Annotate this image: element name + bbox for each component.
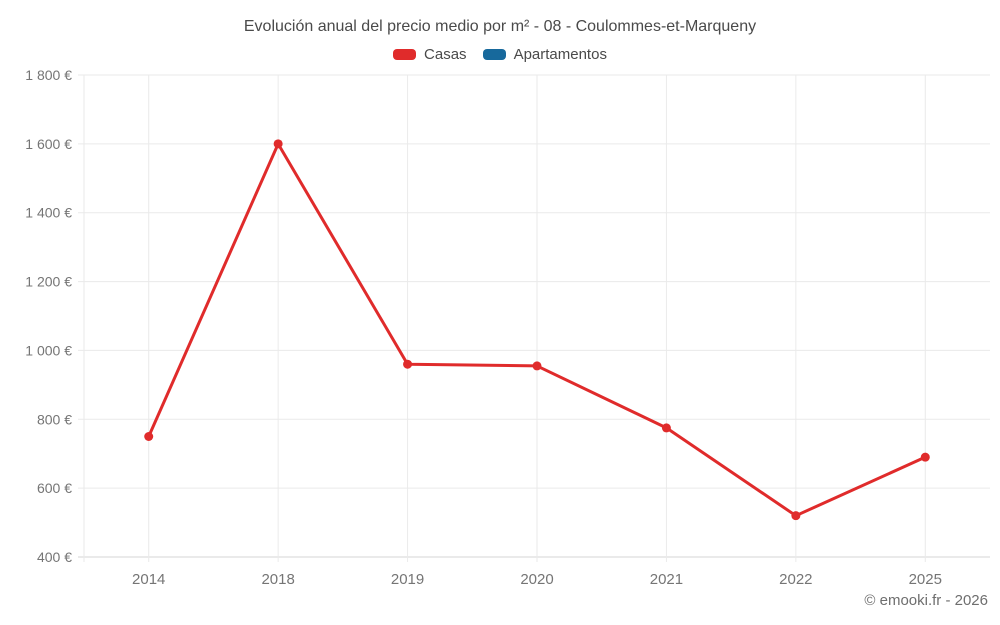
y-tick-label: 1 400 € [25, 205, 72, 221]
chart-title: Evolución anual del precio medio por m² … [243, 18, 757, 35]
casas-series-swatch-icon [393, 49, 417, 60]
copyright-text: © emooki.fr - 2026 [864, 592, 988, 609]
data-point-casas[interactable] [403, 359, 413, 369]
x-tick-label: 2025 [909, 571, 942, 588]
x-tick-label: 2018 [261, 571, 294, 588]
y-tick-label: 1 000 € [25, 342, 72, 358]
legend-label-apartamentos: Apartamentos [513, 46, 607, 63]
data-point-casas[interactable] [920, 452, 930, 462]
x-tick-label: 2021 [650, 571, 683, 588]
y-tick-label: 400 € [37, 549, 72, 565]
x-tick-label: 2020 [520, 571, 553, 588]
y-tick-label: 600 € [37, 480, 72, 496]
data-point-casas[interactable] [791, 511, 801, 521]
apartamentos-series-swatch-icon [482, 49, 506, 60]
y-tick-label: 1 600 € [25, 136, 72, 152]
chart-legend: Casas Apartamentos [0, 46, 1000, 63]
x-tick-label: 2014 [132, 571, 165, 588]
data-point-casas[interactable] [661, 423, 671, 433]
legend-item-apartamentos[interactable]: Apartamentos [482, 46, 607, 63]
y-tick-label: 800 € [37, 411, 72, 427]
data-point-casas[interactable] [532, 361, 542, 371]
x-tick-label: 2019 [391, 571, 424, 588]
y-tick-label: 1 200 € [25, 274, 72, 290]
x-tick-label: 2022 [779, 571, 812, 588]
data-point-casas[interactable] [273, 139, 283, 149]
data-point-casas[interactable] [144, 432, 154, 441]
legend-item-casas[interactable]: Casas [393, 46, 467, 63]
y-tick-label: 1 800 € [25, 67, 72, 83]
legend-label-casas: Casas [424, 46, 467, 63]
